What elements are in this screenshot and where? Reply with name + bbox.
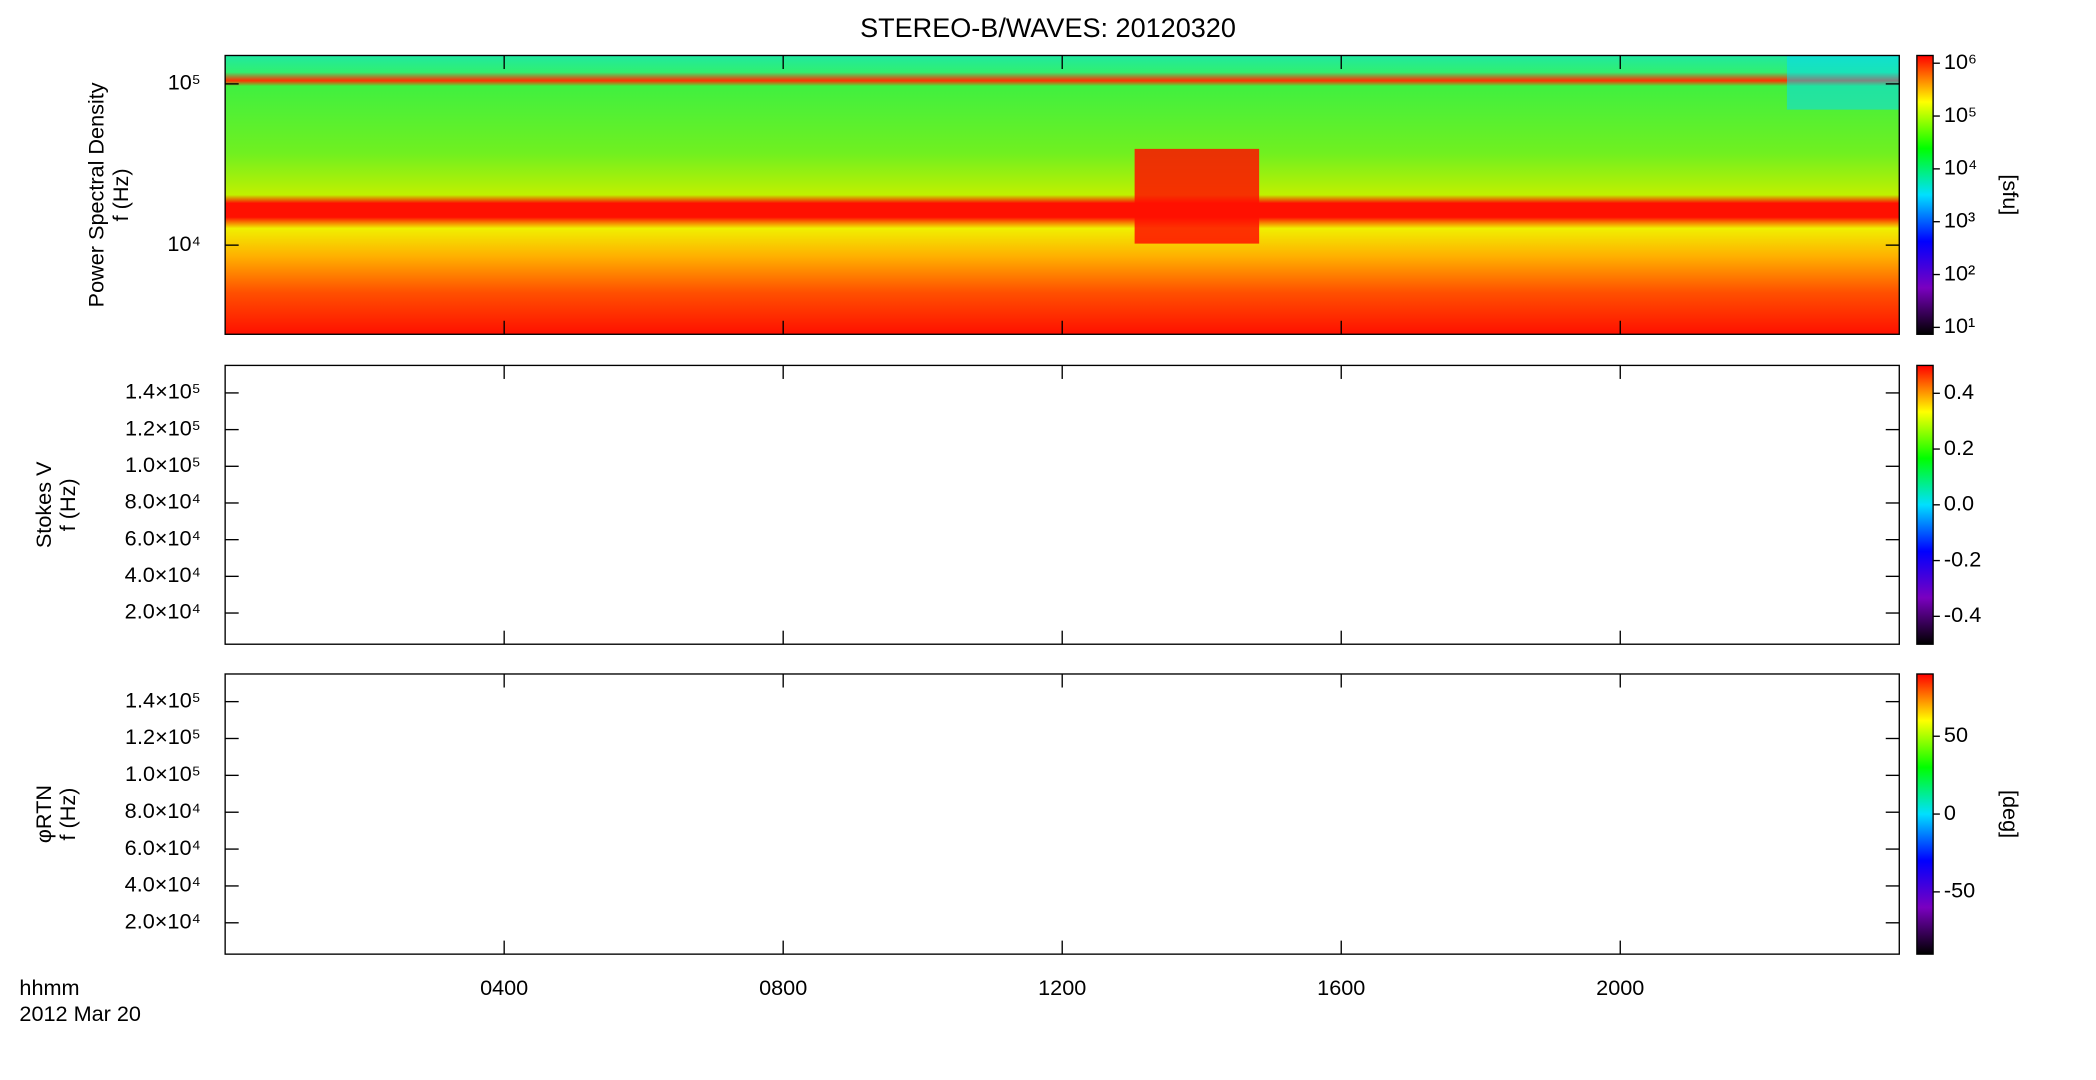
y-tick-label: 10⁵ [168, 70, 201, 95]
colorbar-tick-label: 50 [1944, 722, 1968, 747]
colorbar-label: [deg] [1998, 790, 2023, 838]
colorbar [1916, 364, 1934, 645]
colorbar-tick-label: 0.2 [1944, 435, 1974, 460]
y-tick-label: 1.2×10⁵ [125, 415, 201, 440]
colorbar [1916, 673, 1934, 955]
x-tick-label: 2000 [1596, 975, 1644, 1000]
y-tick-label: 1.2×10⁵ [125, 724, 201, 749]
colorbar-tick-label: 10¹ [1944, 313, 1975, 338]
y-tick-label: 8.0×10⁴ [125, 489, 201, 514]
chart-title: STEREO-B/WAVES: 20120320 [860, 13, 1236, 43]
colorbar-tick-label: 0.4 [1944, 379, 1974, 404]
colorbar-tick-label: 0 [1944, 800, 1956, 825]
date-label: 2012 Mar 20 [19, 1001, 141, 1026]
colorbar-tick-label: 10⁴ [1944, 155, 1977, 180]
colorbar-tick-label: 10³ [1944, 207, 1975, 232]
spectrogram-burst [1134, 148, 1260, 244]
colorbar-tick-label: 0.0 [1944, 491, 1974, 516]
y-tick-label: 1.4×10⁵ [125, 379, 201, 404]
y-tick-label: 2.0×10⁴ [125, 599, 201, 624]
colorbar-tick-label: 10⁶ [1944, 49, 1977, 74]
y-tick-label: 1.0×10⁵ [125, 761, 201, 786]
y-axis-label: φRTN [31, 785, 56, 843]
y-axis-label: f (Hz) [108, 168, 133, 221]
y-axis-label: Stokes V [31, 461, 56, 548]
panel-frame [224, 673, 1900, 955]
colorbar-label: [sfu] [1998, 174, 2023, 215]
y-axis-label: f (Hz) [55, 478, 80, 531]
y-tick-label: 6.0×10⁴ [125, 835, 201, 860]
y-tick-label: 8.0×10⁴ [125, 798, 201, 823]
y-axis-label: f (Hz) [55, 788, 80, 841]
colorbar-tick-label: -0.2 [1944, 546, 1981, 571]
y-tick-label: 4.0×10⁴ [125, 872, 201, 897]
spectrogram [225, 55, 1900, 335]
spectrogram-low-band [1786, 55, 1900, 110]
y-tick-label: 6.0×10⁴ [125, 525, 201, 550]
colorbar-tick-label: 10⁵ [1944, 102, 1977, 127]
y-tick-label: 2.0×10⁴ [125, 909, 201, 934]
colorbar-tick-label: -50 [1944, 878, 1975, 903]
y-tick-label: 1.4×10⁵ [125, 687, 201, 712]
colorbar [1916, 54, 1934, 335]
x-tick-label: 0800 [759, 975, 807, 1000]
x-tick-label: 1200 [1038, 975, 1086, 1000]
x-axis-label: hhmm [19, 975, 79, 1000]
y-tick-label: 4.0×10⁴ [125, 562, 201, 587]
y-tick-label: 1.0×10⁵ [125, 452, 201, 477]
x-tick-label: 1600 [1317, 975, 1365, 1000]
y-axis-label: Power Spectral Density [84, 82, 109, 307]
x-tick-label: 0400 [480, 975, 528, 1000]
colorbar-tick-label: -0.4 [1944, 602, 1981, 627]
y-tick-label: 10⁴ [167, 231, 200, 256]
panel-frame [224, 364, 1900, 645]
colorbar-tick-label: 10² [1944, 260, 1975, 285]
